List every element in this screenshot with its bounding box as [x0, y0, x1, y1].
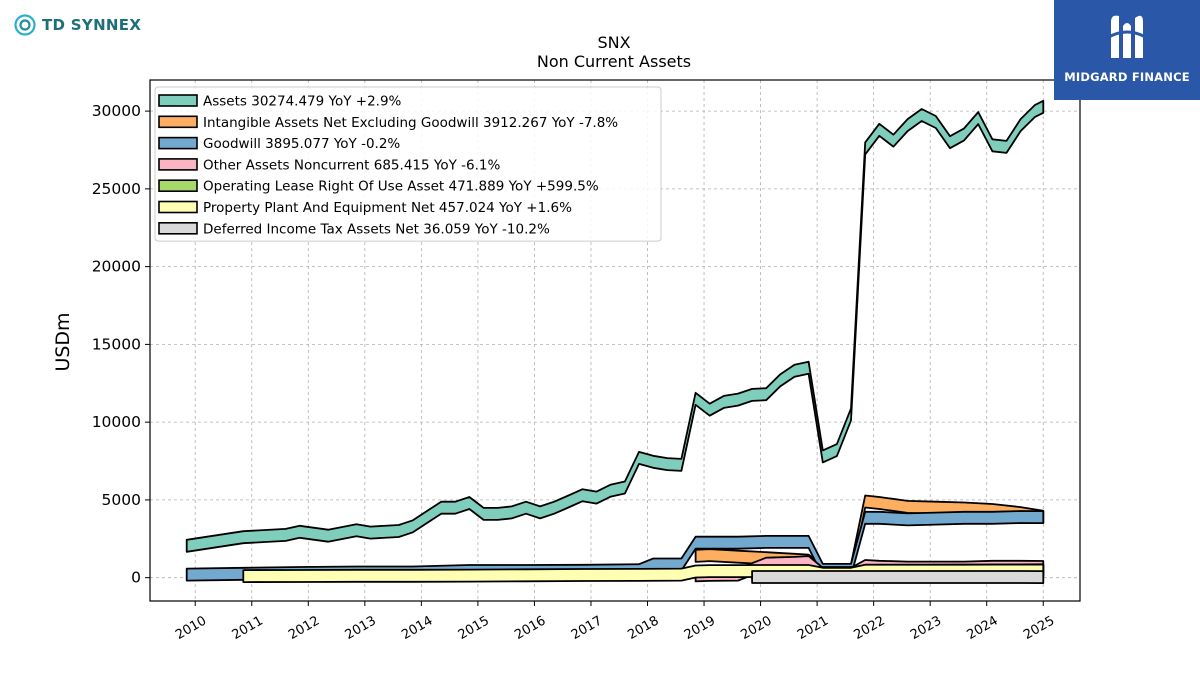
legend-swatch-5 — [158, 179, 198, 192]
legend-swatch-4 — [158, 158, 198, 171]
x-tick-label: 2020 — [738, 613, 774, 643]
x-tick-label: 2012 — [286, 613, 322, 643]
legend-label-4: Other Assets Noncurrent 685.415 YoY -6.1… — [203, 157, 500, 173]
legend-label-3: Goodwill 3895.077 YoY -0.2% — [203, 136, 400, 152]
legend-label-5: Operating Lease Right Of Use Asset 471.8… — [203, 179, 599, 195]
y-tick-label: 30000 — [92, 102, 141, 120]
x-tick-label: 2024 — [965, 613, 1001, 643]
y-tick-label: 25000 — [92, 180, 141, 198]
x-tick-label: 2016 — [512, 613, 548, 643]
legend-swatch-2 — [158, 115, 198, 129]
x-tick-label: 2010 — [173, 613, 209, 643]
legend-swatch-3 — [158, 136, 198, 150]
x-tick-label: 2013 — [343, 613, 379, 643]
x-tick-label: 2011 — [230, 613, 266, 643]
plot-area — [185, 99, 1045, 584]
legend-label-7: Deferred Income Tax Assets Net 36.059 Yo… — [203, 221, 550, 237]
x-tick-label: 2022 — [851, 613, 887, 643]
series-band-7 — [751, 570, 1045, 584]
midgard-finance-logo: MIDGARD FINANCE — [1054, 0, 1200, 100]
y-tick-label: 0 — [131, 569, 141, 587]
legend-label-2: Intangible Assets Net Excluding Goodwill… — [203, 115, 618, 131]
legend-box — [154, 86, 662, 242]
plot-frame — [149, 79, 1081, 602]
y-tick-label: 5000 — [102, 491, 141, 509]
x-tick-label: 2023 — [908, 613, 944, 643]
legend-label-6: Property Plant And Equipment Net 457.024… — [203, 200, 572, 216]
y-tick-label: 20000 — [92, 258, 141, 276]
x-tick-label: 2025 — [1021, 613, 1057, 643]
td-synnex-logo: TD SYNNEX — [14, 14, 141, 36]
y-axis-label: USDm — [52, 312, 74, 371]
x-tick-label: 2019 — [682, 613, 718, 643]
legend-swatch-7 — [158, 222, 198, 235]
midgard-finance-icon — [1106, 15, 1148, 59]
x-tick-label: 2014 — [399, 613, 435, 643]
y-tick-label: 10000 — [92, 413, 141, 431]
y-tick-label: 15000 — [92, 335, 141, 353]
x-tick-label: 2015 — [456, 613, 492, 643]
legend: Assets 30274.479 YoY +2.9% Intangible Ass… — [154, 86, 662, 242]
chart-title: SNX — [597, 33, 630, 52]
td-synnex-icon — [14, 14, 36, 36]
chart-subtitle: Non Current Assets — [537, 52, 691, 71]
x-tick-label: 2021 — [795, 613, 831, 643]
legend-swatch-1 — [158, 94, 198, 107]
x-tick-label: 2018 — [625, 613, 661, 643]
td-synnex-logo-text: TD SYNNEX — [42, 16, 142, 34]
midgard-finance-logo-text: MIDGARD FINANCE — [1064, 70, 1190, 84]
legend-label-1: Assets 30274.479 YoY +2.9% — [203, 94, 402, 110]
x-tick-label: 2017 — [569, 613, 605, 643]
legend-swatch-6 — [158, 200, 198, 214]
series-band-1 — [185, 99, 1045, 553]
